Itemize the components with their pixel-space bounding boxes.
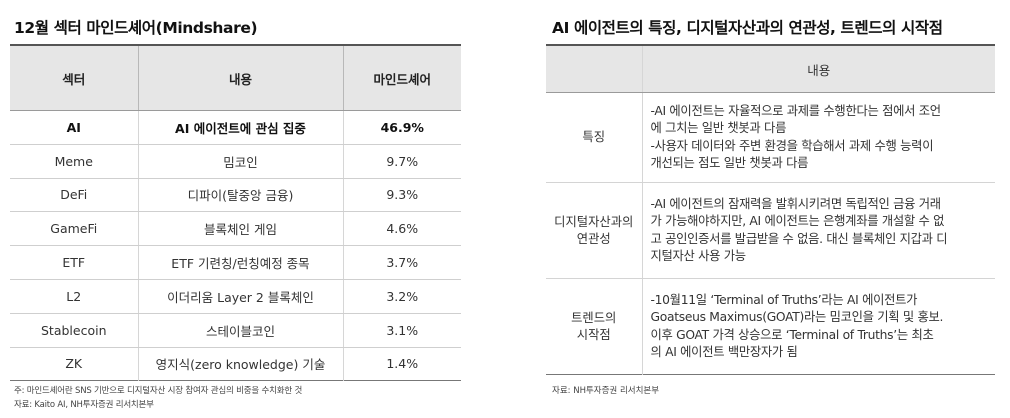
ai-agent-title: AI 에이전트의 특징, 디지털자산과의 연관성, 트렌드의 시작점 bbox=[552, 19, 943, 37]
row-label-line: 시작점 bbox=[576, 327, 611, 342]
mindshare-cell: 3.2% bbox=[342, 279, 461, 314]
row-content: -10월11일 ‘Terminal of Truths’라는 AI 에이전트가 G… bbox=[641, 278, 995, 375]
sector-cell: AI bbox=[10, 110, 138, 145]
mindshare-source: 자료: Kaito AI, NH투자증권 리서치본부 bbox=[14, 400, 154, 410]
content-line: -AI 에이전트의 잠재력을 발휘시키려면 독립적인 금융 거래 bbox=[650, 196, 942, 211]
content-cell: ETF 기련칭/런칭예정 종목 bbox=[137, 245, 343, 280]
table-header-row: 섹터 내용 마인드셰어 bbox=[10, 45, 461, 111]
sector-cell: GameFi bbox=[10, 211, 138, 247]
table-row: GameFi 블록체인 게임 4.6% bbox=[10, 211, 461, 247]
mindshare-cell: 46.9% bbox=[342, 110, 461, 145]
sector-cell: ZK bbox=[65, 356, 83, 372]
mindshare-title: 12월 섹터 마인드셰어(Mindshare) bbox=[14, 19, 258, 37]
row-label: 특징 bbox=[546, 92, 642, 183]
content-line: 고 공인인증서를 발급받을 수 없음. 대신 블록체인 지갑과 디 bbox=[650, 231, 948, 246]
content-line: -AI 에이전트는 자율적으로 과제를 수행한다는 점에서 조언 bbox=[650, 103, 942, 118]
mindshare-cell: 4.6% bbox=[342, 211, 461, 247]
sector-cell: DeFi bbox=[10, 178, 138, 213]
content-line: 가 가능해야하지만, AI 에이전트는 은행계좌를 개설할 수 없 bbox=[650, 214, 945, 228]
row-label-line: 트렌드의 bbox=[571, 310, 617, 325]
content-cell: 블록체인 게임 bbox=[137, 211, 343, 247]
mindshare-cell: 9.3% bbox=[342, 178, 461, 213]
content-line: 개선되는 점도 일반 챗봇과 다름 bbox=[650, 156, 809, 170]
mindshare-cell: 9.7% bbox=[342, 144, 461, 179]
mindshare-cell: 3.7% bbox=[342, 245, 461, 280]
row-label-line: 연관성 bbox=[576, 231, 611, 246]
table-row: Meme 밈코인 9.7% bbox=[10, 144, 461, 179]
row-label-line: 디지털자산과의 bbox=[554, 214, 634, 229]
row-label-line: 특징 bbox=[582, 130, 606, 144]
content-cell: 밈코인 bbox=[137, 144, 343, 179]
table-row: ZK 영지식(zero knowledge) 기술 1.4% bbox=[10, 347, 461, 381]
content-cell: 디파이(탈중앙 금융) bbox=[137, 178, 343, 213]
mindshare-cell: 3.1% bbox=[342, 313, 461, 348]
content-line: 이후 GOAT 가격 상승으로 ‘Terminal of Truths’는 최초 bbox=[650, 327, 934, 342]
content-line: 에 그치는 일반 챗봇과 다름 bbox=[650, 121, 787, 135]
table-row: 디지털자산과의 연관성 -AI 에이전트의 잠재력을 발휘시키려면 독립적인 금융 … bbox=[546, 182, 995, 279]
ai-agent-source: 자료: NH투자증권 리서치본부 bbox=[552, 386, 660, 396]
table-row: Stablecoin 스테이블코인 3.1% bbox=[10, 313, 461, 348]
sector-cell: Stablecoin bbox=[10, 313, 138, 348]
mindshare-note: 주: 마인드셰어란 SNS 기반으로 디지털자산 시장 참여자 관심의 비중을 … bbox=[14, 386, 303, 396]
content-cell: 이더리움 Layer 2 블록체인 bbox=[137, 279, 343, 314]
sector-cell: ETF bbox=[10, 245, 138, 280]
content-line: -사용자 데이터와 주변 환경을 학습해서 과제 수행 능력이 bbox=[650, 138, 934, 153]
mindshare-table: 섹터 내용 마인드셰어 AI AI 에이전트에 관심 집중 46.9% Meme 밈코인… bbox=[10, 44, 461, 382]
content-line: -10월11일 ‘Terminal of Truths’라는 AI 에이전트가 bbox=[650, 292, 918, 307]
content-line: Goatseus Maximus(GOAT)라는 밈코인을 기획 및 홍보. bbox=[650, 310, 944, 324]
table-row: DeFi 디파이(탈중앙 금융) 9.3% bbox=[10, 178, 461, 213]
content-line: 의 AI 에이전트 백만장자가 됨 bbox=[650, 345, 798, 359]
mindshare-cell: 1.4% bbox=[342, 347, 461, 381]
header-empty bbox=[546, 45, 642, 93]
header-content: 내용 bbox=[137, 45, 343, 111]
table-header-row: 내용 bbox=[546, 45, 995, 93]
header-sector: 섹터 bbox=[10, 45, 138, 111]
sector-cell: Meme bbox=[10, 144, 138, 179]
content-line: 지털자산 사용 가능 bbox=[650, 249, 747, 263]
content-cell: 스테이블코인 bbox=[137, 313, 343, 348]
header-content: 내용 bbox=[641, 45, 995, 93]
table-row: L2 이더리움 Layer 2 블록체인 3.2% bbox=[10, 279, 461, 314]
sector-cell: L2 bbox=[10, 279, 138, 314]
table-row: 트렌드의 시작점 -10월11일 ‘Terminal of Truths’라는 AI… bbox=[546, 278, 995, 375]
header-mindshare: 마인드셰어 bbox=[342, 45, 461, 111]
table-row: ETF ETF 기련칭/런칭예정 종목 3.7% bbox=[10, 245, 461, 280]
content-cell: 영지식(zero knowledge) 기술 bbox=[137, 347, 343, 381]
table-row: AI AI 에이전트에 관심 집중 46.9% bbox=[10, 110, 461, 145]
content-cell: AI 에이전트에 관심 집중 bbox=[137, 110, 343, 145]
